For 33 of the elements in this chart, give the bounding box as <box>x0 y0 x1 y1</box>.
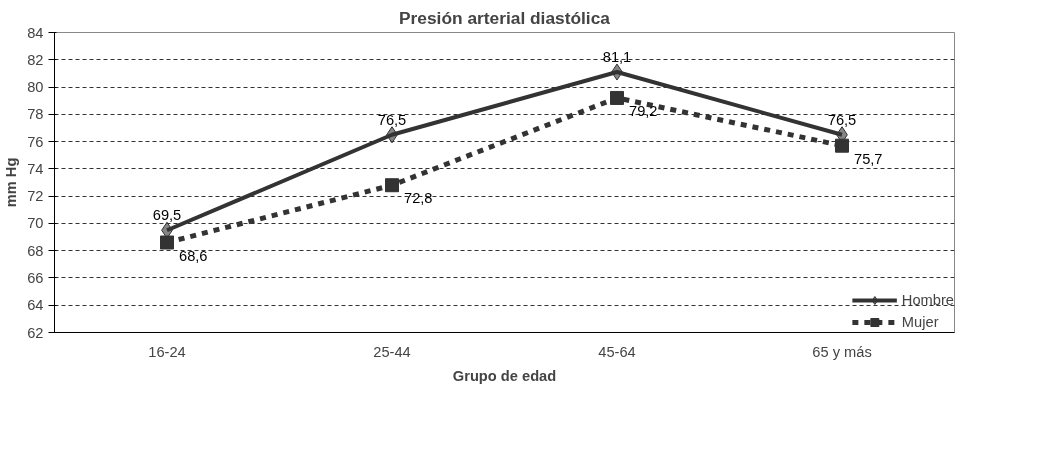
y-tick-label: 74 <box>27 160 44 177</box>
data-label: 72,8 <box>404 190 433 207</box>
point <box>610 90 624 105</box>
y-tick-label: 62 <box>27 324 44 341</box>
y-tick-label: 70 <box>27 215 44 232</box>
data-label: 68,6 <box>179 247 208 264</box>
data-label: 79,2 <box>629 102 658 119</box>
y-tick-label: 66 <box>27 269 44 286</box>
data-label: 81,1 <box>602 49 632 66</box>
point <box>160 235 174 250</box>
data-label: 76,5 <box>377 111 407 128</box>
legend-label: Mujer <box>901 314 939 330</box>
data-label: 76,5 <box>827 111 857 128</box>
y-axis-title: mm Hg <box>3 157 20 208</box>
legend-label: Hombre <box>901 292 954 308</box>
y-tick-label: 80 <box>27 79 44 96</box>
y-tick-label: 64 <box>27 297 44 314</box>
point <box>835 138 849 153</box>
y-tick-label: 84 <box>27 24 44 41</box>
point <box>385 178 399 193</box>
x-axis-title: Grupo de edad <box>452 367 557 384</box>
data-label: 75,7 <box>854 150 883 167</box>
x-tick-label: 65 y más <box>812 343 872 360</box>
y-tick-label: 72 <box>27 188 44 205</box>
y-tick-label: 78 <box>27 106 44 123</box>
x-tick-label: 45-64 <box>598 343 636 360</box>
x-tick-label: 25-44 <box>373 343 411 360</box>
data-label: 69,5 <box>152 207 182 224</box>
x-tick-label: 16-24 <box>148 343 186 360</box>
chart-title: Presión arterial diastólica <box>399 7 611 28</box>
y-tick-label: 82 <box>27 51 44 68</box>
y-tick-label: 76 <box>27 133 44 150</box>
y-tick-label: 68 <box>27 242 44 259</box>
